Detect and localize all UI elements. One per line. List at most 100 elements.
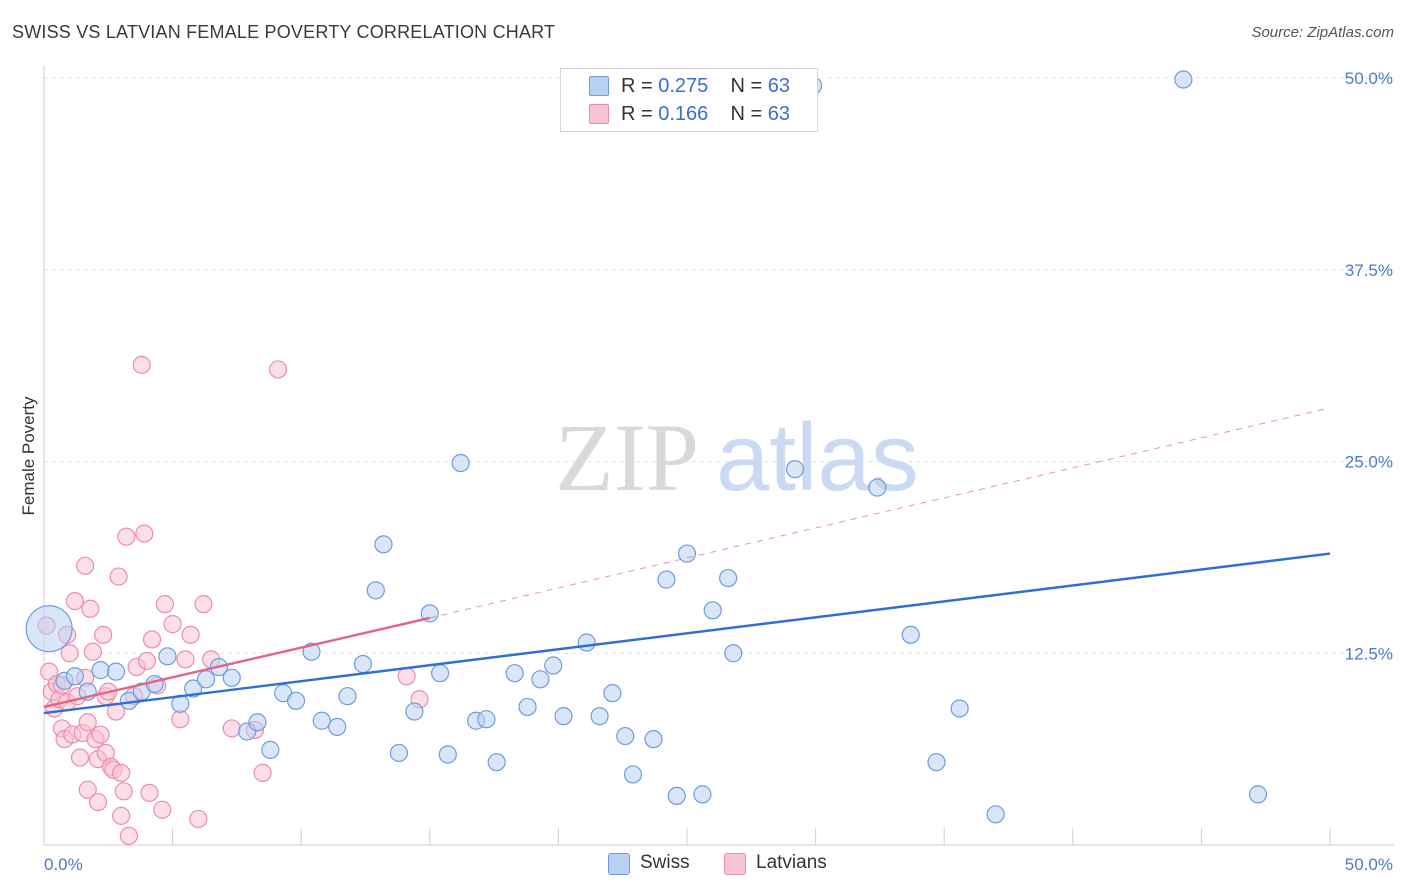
swiss-point bbox=[577, 633, 596, 652]
swiss-point bbox=[222, 668, 241, 687]
latvian-point bbox=[189, 809, 208, 829]
legend-n-value: 63 bbox=[767, 103, 791, 125]
bottom-legend-swiss: Swiss bbox=[608, 852, 708, 876]
swiss-point bbox=[544, 656, 563, 675]
swiss-point bbox=[518, 697, 537, 717]
latvian-point bbox=[153, 800, 172, 819]
y-tick-label: 12.5% bbox=[1345, 644, 1393, 663]
latvian-point bbox=[163, 615, 182, 634]
swiss-point bbox=[389, 743, 409, 763]
bottom-legend-label-latvians: Latvians bbox=[756, 852, 827, 873]
legend-r-value: 0.166 bbox=[658, 103, 709, 125]
latvian-point bbox=[176, 650, 195, 669]
swiss-point bbox=[374, 535, 393, 554]
latvian-point bbox=[137, 651, 156, 671]
legend-r-label: R = bbox=[621, 75, 653, 97]
latvian-point bbox=[119, 826, 138, 845]
bottom-legend-swatch-latvians bbox=[724, 853, 746, 875]
swiss-point bbox=[677, 544, 697, 563]
swiss-point bbox=[719, 568, 738, 588]
swiss-point bbox=[657, 570, 676, 589]
latvian-point bbox=[78, 780, 97, 799]
swiss-point bbox=[338, 687, 357, 706]
x-tick-label: 0.0% bbox=[44, 855, 83, 874]
latvian-point bbox=[181, 625, 200, 644]
swiss-point bbox=[603, 684, 622, 703]
swiss-point bbox=[366, 581, 385, 600]
swiss-point bbox=[328, 717, 347, 736]
swiss-point bbox=[65, 667, 84, 686]
swiss-point bbox=[451, 453, 470, 473]
swiss-point bbox=[901, 625, 920, 644]
swiss-point bbox=[91, 661, 110, 680]
swiss-point bbox=[312, 711, 331, 730]
swiss-point bbox=[644, 730, 663, 749]
latvian-point bbox=[268, 360, 288, 379]
swiss-point bbox=[261, 740, 280, 759]
trend-line-latvians bbox=[43, 616, 431, 709]
grid-layer bbox=[44, 77, 1394, 654]
chart-title: SWISS VS LATVIAN FEMALE POVERTY CORRELAT… bbox=[12, 22, 556, 42]
axis-layer bbox=[43, 66, 1394, 846]
watermark: ZIP atlas bbox=[555, 404, 919, 511]
swiss-point bbox=[590, 707, 609, 726]
latvian-point bbox=[81, 599, 100, 618]
swiss-point bbox=[1174, 70, 1193, 89]
swiss-point bbox=[667, 786, 686, 806]
latvian-point bbox=[171, 710, 190, 729]
latvian-point bbox=[70, 748, 90, 767]
latvian-point bbox=[112, 763, 131, 783]
trend-line-latvians-extension bbox=[429, 407, 1331, 619]
swiss-point bbox=[353, 654, 373, 674]
latvian-points bbox=[37, 355, 429, 845]
swiss-point bbox=[248, 713, 267, 732]
latvian-point bbox=[117, 527, 136, 546]
y-tick-label: 37.5% bbox=[1345, 261, 1393, 280]
latvian-point bbox=[91, 725, 110, 744]
swiss-point bbox=[986, 805, 1005, 824]
swiss-point bbox=[785, 460, 805, 479]
latvian-point bbox=[135, 524, 154, 543]
trend-layer bbox=[43, 407, 1331, 715]
y-axis-label: Female Poverty bbox=[19, 396, 38, 516]
latvian-point bbox=[94, 625, 113, 644]
latvian-point bbox=[140, 783, 159, 802]
legend-r-value: 0.275 bbox=[658, 75, 709, 97]
latvian-point bbox=[132, 355, 151, 374]
legend-text-latvians: R = 0.166 N = 63 bbox=[621, 103, 790, 126]
latvian-point bbox=[194, 595, 213, 614]
latvian-point bbox=[109, 567, 128, 586]
latvian-point bbox=[83, 642, 102, 661]
latvian-point bbox=[253, 763, 272, 783]
latvian-point bbox=[114, 782, 133, 801]
swiss-point bbox=[184, 679, 203, 698]
swiss-point bbox=[405, 702, 424, 721]
latvian-point bbox=[76, 556, 95, 575]
legend-n-value: 63 bbox=[767, 75, 791, 97]
swiss-point bbox=[531, 670, 550, 689]
swiss-point bbox=[25, 605, 73, 653]
latvian-point bbox=[222, 719, 241, 738]
swiss-point bbox=[554, 707, 573, 726]
chart-source: Source: ZipAtlas.com bbox=[1251, 24, 1394, 41]
swiss-point bbox=[158, 647, 177, 666]
legend-text-swiss: R = 0.275 N = 63 bbox=[621, 75, 790, 98]
swiss-point bbox=[616, 726, 635, 746]
latvian-point bbox=[112, 806, 131, 825]
latvian-point bbox=[397, 667, 416, 686]
trend-line-swiss bbox=[43, 552, 1331, 715]
watermark-atlas: atlas bbox=[716, 404, 919, 511]
legend-r-label: R = bbox=[621, 103, 653, 125]
bottom-legend-label-swiss: Swiss bbox=[640, 852, 690, 873]
latvian-point bbox=[60, 644, 79, 663]
swiss-point bbox=[106, 662, 126, 681]
latvian-point bbox=[155, 595, 174, 614]
swiss-point bbox=[487, 753, 506, 772]
swiss-point bbox=[420, 604, 439, 623]
tick-label-layer: 12.5% 25.0% 37.5% 50.0% 0.0% 50.0% bbox=[44, 69, 1393, 874]
correlation-legend: R = 0.275 N = 63 R = 0.166 N = 63 bbox=[560, 68, 818, 132]
swiss-point bbox=[430, 664, 450, 683]
legend-n-label: N = bbox=[730, 103, 763, 125]
legend-n-label: N = bbox=[730, 75, 763, 97]
